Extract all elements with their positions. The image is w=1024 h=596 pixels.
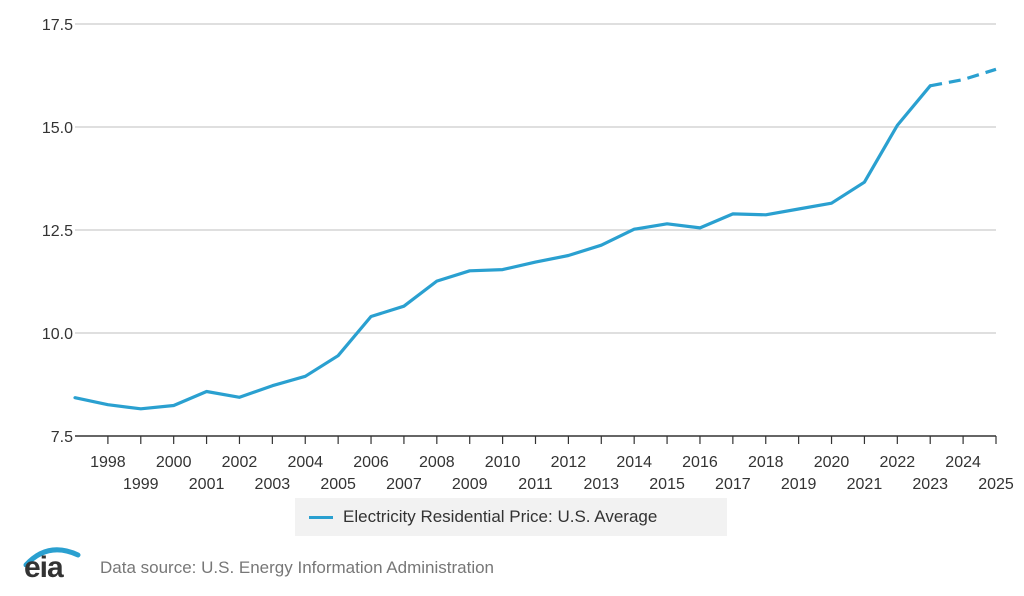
footer: eia Data source: U.S. Energy Information… bbox=[18, 540, 494, 590]
data-source-text: Data source: U.S. Energy Information Adm… bbox=[100, 558, 495, 577]
x-tick-label: 2003 bbox=[255, 476, 291, 493]
x-tick-label: 2001 bbox=[189, 476, 225, 493]
x-tick-label: 2025 bbox=[978, 476, 1014, 493]
x-tick-label: 2022 bbox=[880, 454, 916, 471]
x-tick-label: 2010 bbox=[485, 454, 521, 471]
y-tick-label: 17.5 bbox=[42, 17, 73, 34]
x-tick-label: 1999 bbox=[123, 476, 159, 493]
x-tick-label: 2009 bbox=[452, 476, 488, 493]
x-tick-label: 2024 bbox=[945, 454, 981, 471]
x-tick-label: 2005 bbox=[320, 476, 356, 493]
x-tick-label: 2015 bbox=[649, 476, 685, 493]
x-tick-label: 2014 bbox=[616, 454, 652, 471]
x-tick-label: 2002 bbox=[222, 454, 258, 471]
x-tick-label: 2011 bbox=[518, 476, 553, 493]
x-tick-label: 2021 bbox=[847, 476, 883, 493]
x-tick-label: 2016 bbox=[682, 454, 718, 471]
x-tick-label: 2019 bbox=[781, 476, 817, 493]
x-tick-label: 2013 bbox=[583, 476, 619, 493]
x-tick-label: 1998 bbox=[90, 454, 126, 471]
eia-logo-arc-icon bbox=[23, 547, 81, 567]
x-tick-label: 2000 bbox=[156, 454, 192, 471]
x-tick-label: 2023 bbox=[912, 476, 948, 493]
series-lines bbox=[73, 67, 997, 411]
y-tick-label: 10.0 bbox=[42, 326, 73, 343]
legend[interactable]: Electricity Residential Price: U.S. Aver… bbox=[295, 498, 727, 536]
eia-logo-text: eia bbox=[24, 551, 64, 584]
y-tick-label: 7.5 bbox=[51, 429, 73, 446]
legend-label: Electricity Residential Price: U.S. Aver… bbox=[343, 507, 658, 526]
x-tick-label: 2020 bbox=[814, 454, 850, 471]
eia-logo[interactable]: eia bbox=[18, 543, 84, 587]
x-tick-label: 2008 bbox=[419, 454, 455, 471]
x-tick-label: 2012 bbox=[551, 454, 587, 471]
x-tick-label: 2004 bbox=[287, 454, 323, 471]
x-tick-label: 2007 bbox=[386, 476, 422, 493]
x-tick-label: 2018 bbox=[748, 454, 784, 471]
chart-svg: 7.5 10.0 12.5 15.0 17.5 1998 2000 2002 2004 2006… bbox=[42, 17, 1014, 493]
series-line bbox=[73, 84, 932, 411]
legend-swatch bbox=[309, 515, 333, 519]
series-line-forecast bbox=[929, 67, 997, 88]
x-tick-label: 2006 bbox=[353, 454, 389, 471]
x-tick-label: 2017 bbox=[715, 476, 751, 493]
x-axis-tick-labels: 1998 2000 2002 2004 2006 2008 2010 2012 2014 2016… bbox=[90, 454, 1014, 493]
grid-lines bbox=[75, 23, 996, 334]
y-axis-tick-labels: 7.5 10.0 12.5 15.0 17.5 bbox=[42, 17, 73, 446]
y-tick-label: 15.0 bbox=[42, 120, 73, 137]
y-tick-label: 12.5 bbox=[42, 223, 73, 240]
x-axis bbox=[75, 435, 997, 444]
line-chart: 7.5 10.0 12.5 15.0 17.5 1998 2000 2002 2004 2006… bbox=[42, 17, 1014, 493]
